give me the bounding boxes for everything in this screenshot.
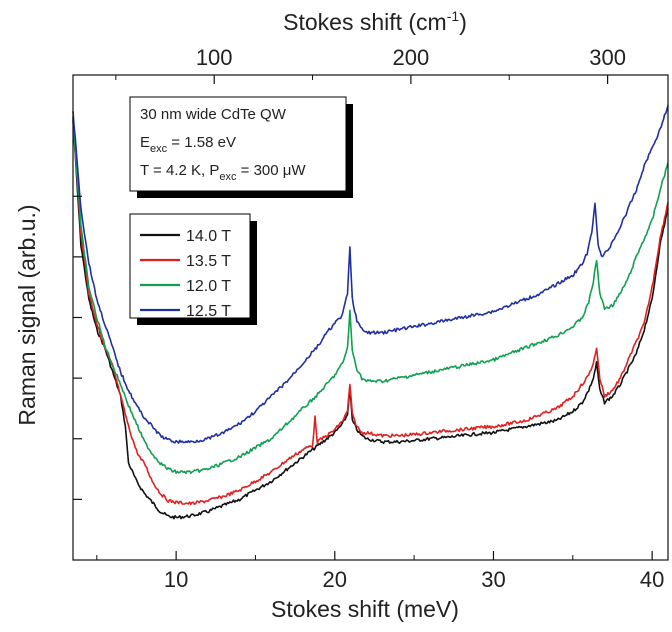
top-axis-title: Stokes shift (cm-1) [283, 8, 467, 35]
x-tick-label: 20 [323, 567, 347, 592]
legend-label: 12.5 T [186, 303, 231, 320]
legend: 14.0 T 13.5 T 12.0 T 12.5 T [129, 213, 257, 325]
series-line-13-5-T [72, 116, 669, 506]
x-tick-label: 30 [481, 567, 505, 592]
info-box: 30 nm wide CdTe QW Eexc = 1.58 eV T = 4.… [129, 96, 353, 198]
legend-label: 12.0 T [186, 278, 231, 295]
axes-layer: 10 20 30 40 100 200 300 [72, 45, 669, 592]
info-line-2: Eexc = 1.58 eV [140, 134, 236, 155]
info-line-1: 30 nm wide CdTe QW [140, 106, 287, 123]
x-tick-label: 40 [640, 567, 664, 592]
info-box-frame [129, 96, 347, 192]
info-line-3: T = 4.2 K, Pexc = 300 μW [140, 162, 306, 183]
bottom-axis-title: Stokes shift (meV) [271, 596, 459, 622]
series-line-12-5-T [72, 105, 669, 444]
x2-tick-label: 300 [589, 45, 626, 70]
legend-label: 14.0 T [186, 228, 231, 245]
x2-tick-label: 100 [196, 45, 233, 70]
legend-label: 13.5 T [186, 253, 231, 270]
series-layer [72, 105, 669, 520]
x-tick-label: 10 [164, 567, 188, 592]
series-line-14-0-T [72, 120, 669, 520]
series-line-12-0-T [72, 118, 669, 475]
x2-tick-label: 200 [393, 45, 430, 70]
legend-frame [129, 213, 251, 319]
y-axis-title: Raman signal (arb.u.) [14, 204, 40, 425]
